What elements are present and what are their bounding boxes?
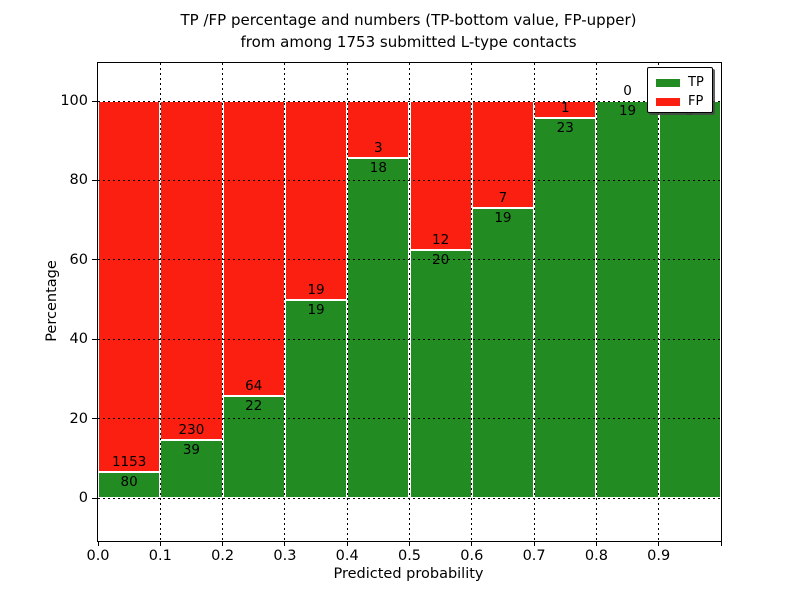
tp-count-label: 19 <box>618 103 637 119</box>
tp-count-label: 39 <box>182 442 201 459</box>
x-tick <box>159 541 161 546</box>
tp-count-label: 19 <box>494 209 512 226</box>
tp-count-label: 23 <box>556 119 574 136</box>
y-tick <box>91 418 97 420</box>
y-gridline <box>98 338 721 340</box>
x-gridline <box>533 63 535 541</box>
x-tick-label: 0.7 <box>522 548 546 564</box>
y-tick <box>91 338 97 340</box>
y-tick <box>91 100 97 102</box>
y-tick-label: 40 <box>69 331 88 348</box>
x-tick-label: 0.9 <box>647 548 671 564</box>
x-gridline <box>284 63 286 541</box>
bar-segment-fp <box>409 101 472 250</box>
y-tick-label: 0 <box>78 490 88 506</box>
x-gridline <box>471 63 473 541</box>
fp-count-label: 1 <box>560 99 570 116</box>
fp-count-label: 3 <box>374 139 383 156</box>
x-tick-label: 0.5 <box>397 548 422 564</box>
x-tick-label: 0.6 <box>460 548 484 564</box>
y-gridline <box>98 179 721 181</box>
plot-area: TP FP 1153 80 230 39 64 22 19 19 3 18 12 20 7 19 1 23 0 19… <box>60 62 722 564</box>
x-gridline <box>658 63 660 541</box>
y-tick <box>91 259 97 261</box>
legend-label: FP <box>688 94 704 109</box>
bar-segment-tp <box>596 101 659 498</box>
legend-swatch-fp <box>656 97 680 106</box>
y-gridline <box>98 497 721 499</box>
x-tick-label: 0.1 <box>148 548 172 564</box>
legend-row: FP <box>656 93 712 110</box>
x-tick <box>658 541 660 546</box>
legend-label: TP <box>688 75 704 90</box>
x-tick <box>471 541 473 546</box>
x-tick-label: 0.0 <box>86 548 110 564</box>
x-gridline <box>409 63 410 541</box>
y-tick-label: 100 <box>60 93 88 109</box>
bar-segment-fp <box>98 101 161 473</box>
fp-count-label: 0 <box>623 83 632 99</box>
y-tick <box>91 179 97 181</box>
tp-count-label: 18 <box>369 159 387 176</box>
x-tick <box>97 541 99 546</box>
tp-count-label: 19 <box>307 301 325 318</box>
bar-segment-tp <box>409 249 472 498</box>
bar-segment-tp <box>160 440 223 498</box>
fp-count-label: 1153 <box>111 454 147 471</box>
fp-count-label: 19 <box>307 281 325 298</box>
bar-segment-fp <box>222 101 285 397</box>
y-tick <box>91 497 97 499</box>
fp-count-label: 7 <box>498 189 508 206</box>
x-tick <box>346 541 348 546</box>
bar-segment-tp <box>347 157 410 498</box>
bar-segment-tp <box>658 101 721 498</box>
legend-row: TP <box>656 74 712 91</box>
x-tick <box>284 541 286 546</box>
x-gridline <box>595 63 597 541</box>
x-tick <box>409 541 410 546</box>
x-tick-label: 0.4 <box>335 548 359 564</box>
x-tick-label: 0.2 <box>211 548 235 564</box>
y-tick-label: 80 <box>69 172 88 189</box>
y-tick-label: 60 <box>69 251 88 268</box>
bar-segment-tp <box>284 299 348 498</box>
title-block: TP /FP percentage and numbers (TP-bottom… <box>97 9 720 53</box>
tp-count-label: 80 <box>120 474 138 491</box>
x-tick <box>533 541 535 546</box>
tp-count-label: 20 <box>432 251 450 268</box>
x-tick-label: 0.8 <box>584 548 608 564</box>
y-tick-label: 20 <box>69 410 88 427</box>
chart-title: TP /FP percentage and numbers (TP-bottom… <box>180 11 637 29</box>
legend-swatch-tp <box>656 78 680 87</box>
chart-subtitle: from among 1753 submitted L-type contact… <box>240 33 577 51</box>
tp-count-label: 22 <box>245 398 263 415</box>
x-axis-label: Predicted probability <box>333 566 484 582</box>
bar-segment-tp <box>534 117 597 498</box>
x-tick <box>222 541 224 546</box>
y-gridline <box>98 100 721 102</box>
bar-segment-fp <box>160 101 223 441</box>
x-tick <box>595 541 597 546</box>
bar-segment-fp <box>284 101 348 300</box>
x-gridline <box>222 63 224 541</box>
y-gridline <box>98 418 721 420</box>
x-tick-label: 0.3 <box>273 548 297 564</box>
fp-count-label: 64 <box>245 378 263 395</box>
x-gridline <box>346 63 348 541</box>
fp-count-label: 230 <box>178 422 205 439</box>
y-gridline <box>98 259 721 261</box>
x-gridline <box>159 63 161 541</box>
legend: TP FP <box>647 67 713 113</box>
fp-count-label: 12 <box>432 231 450 248</box>
bar-segment-tp <box>471 207 535 498</box>
x-tick <box>720 541 722 546</box>
